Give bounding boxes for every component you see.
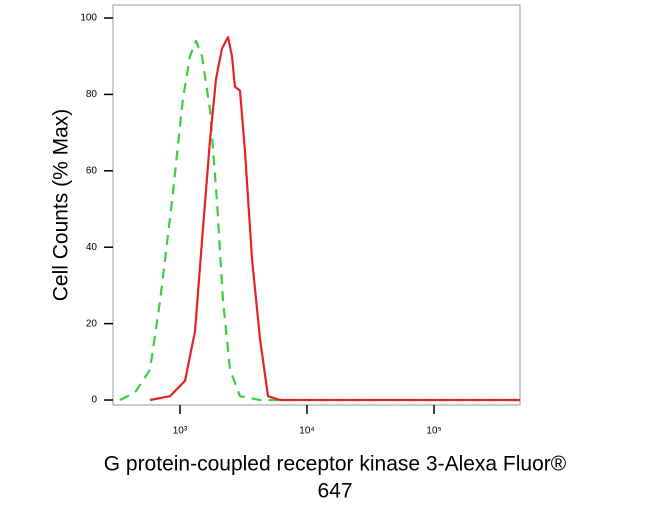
x-tick-label: 10⁵ [426,426,441,437]
histogram-line [149,36,520,402]
y-tick-label: 80 [86,89,98,100]
y-tick-label: 100 [80,13,97,24]
y-tick-label: 0 [91,395,97,406]
y-tick-label: 40 [86,242,98,253]
y-tick-label: 20 [86,318,98,329]
histogram-line [119,39,520,402]
y-tick-label: 60 [86,165,98,176]
x-tick-label: 10⁴ [299,426,314,437]
x-axis-label: G protein-coupled receptor kinase 3-Alex… [104,453,567,476]
x-axis-label: 647 [317,480,352,503]
plot-frame [112,4,521,406]
x-tick-label: 10³ [173,426,188,437]
y-axis-label: Cell Counts (% Max) [50,109,73,302]
